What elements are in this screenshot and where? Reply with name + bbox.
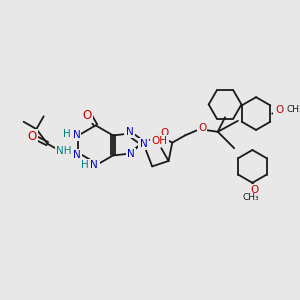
- Text: N: N: [128, 148, 135, 159]
- Text: CH₃: CH₃: [286, 104, 300, 113]
- Text: N: N: [126, 127, 134, 137]
- Text: H: H: [81, 160, 88, 170]
- Text: O: O: [198, 123, 206, 133]
- Text: H: H: [84, 160, 91, 170]
- Text: N: N: [128, 148, 135, 159]
- Text: N: N: [140, 139, 148, 148]
- Text: O: O: [83, 109, 92, 122]
- Text: N: N: [91, 161, 99, 171]
- Text: N: N: [73, 130, 80, 140]
- Text: N: N: [125, 126, 133, 136]
- Text: O: O: [276, 105, 284, 115]
- Text: H: H: [64, 129, 71, 139]
- Text: CH₃: CH₃: [242, 193, 259, 202]
- Text: OH: OH: [152, 136, 167, 146]
- Text: O: O: [27, 130, 37, 143]
- Text: N: N: [90, 160, 98, 170]
- Text: N: N: [72, 130, 80, 140]
- Text: H: H: [66, 130, 74, 140]
- Text: NH: NH: [56, 146, 71, 156]
- Text: N: N: [73, 150, 80, 160]
- Text: O: O: [250, 185, 258, 195]
- Text: N: N: [74, 151, 81, 160]
- Text: N: N: [139, 139, 147, 148]
- Text: O: O: [160, 128, 168, 138]
